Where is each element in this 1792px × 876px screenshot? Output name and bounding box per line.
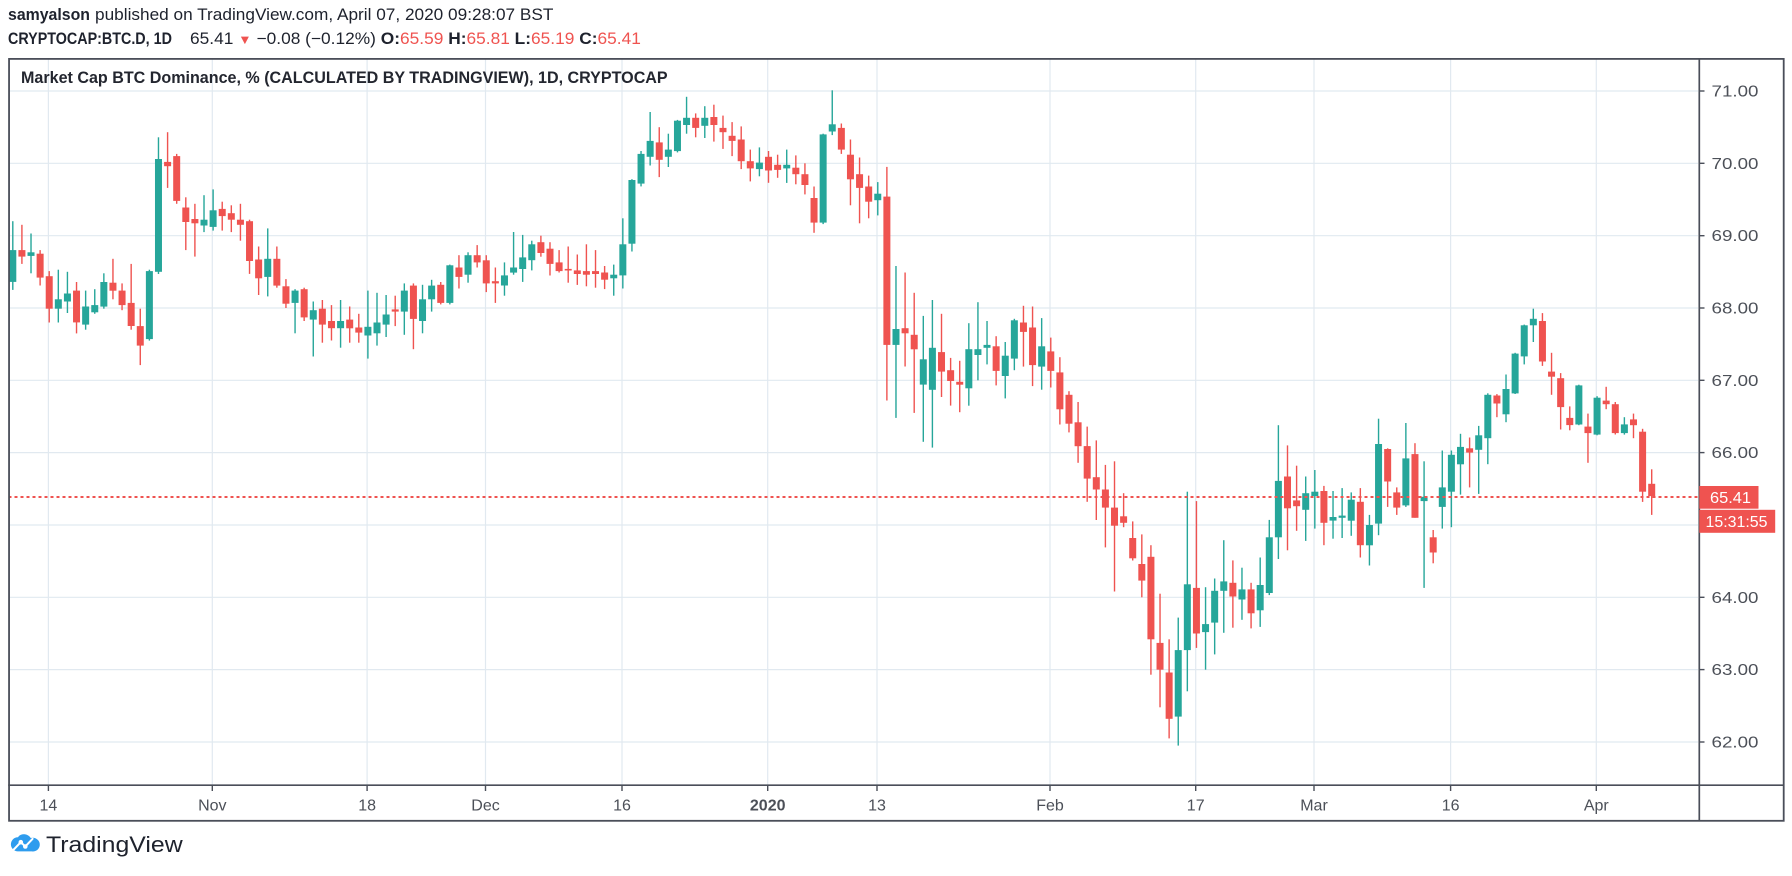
svg-text:62.00: 62.00 bbox=[1712, 735, 1759, 752]
svg-text:65.41: 65.41 bbox=[1710, 490, 1751, 507]
svg-text:13: 13 bbox=[868, 798, 886, 815]
svg-text:Apr: Apr bbox=[1584, 798, 1610, 815]
svg-text:14: 14 bbox=[40, 798, 58, 815]
svg-text:18: 18 bbox=[358, 798, 376, 815]
svg-text:Mar: Mar bbox=[1300, 798, 1328, 815]
svg-text:15:31:55: 15:31:55 bbox=[1706, 514, 1768, 531]
svg-text:Market Cap BTC Dominance, % (C: Market Cap BTC Dominance, % (CALCULATED … bbox=[21, 68, 668, 88]
svg-text:16: 16 bbox=[613, 798, 631, 815]
svg-text:66.00: 66.00 bbox=[1712, 445, 1759, 462]
svg-text:2020: 2020 bbox=[750, 798, 786, 815]
svg-text:16: 16 bbox=[1442, 798, 1460, 815]
svg-text:Feb: Feb bbox=[1036, 798, 1064, 815]
svg-text:70.00: 70.00 bbox=[1712, 156, 1759, 173]
svg-text:Nov: Nov bbox=[198, 798, 226, 815]
svg-text:68.00: 68.00 bbox=[1712, 301, 1759, 318]
svg-text:17: 17 bbox=[1187, 798, 1205, 815]
svg-text:64.00: 64.00 bbox=[1712, 590, 1759, 607]
svg-text:67.00: 67.00 bbox=[1712, 373, 1759, 390]
svg-text:71.00: 71.00 bbox=[1712, 84, 1759, 101]
svg-text:63.00: 63.00 bbox=[1712, 662, 1759, 679]
svg-text:Dec: Dec bbox=[471, 798, 499, 815]
svg-text:69.00: 69.00 bbox=[1712, 228, 1759, 245]
